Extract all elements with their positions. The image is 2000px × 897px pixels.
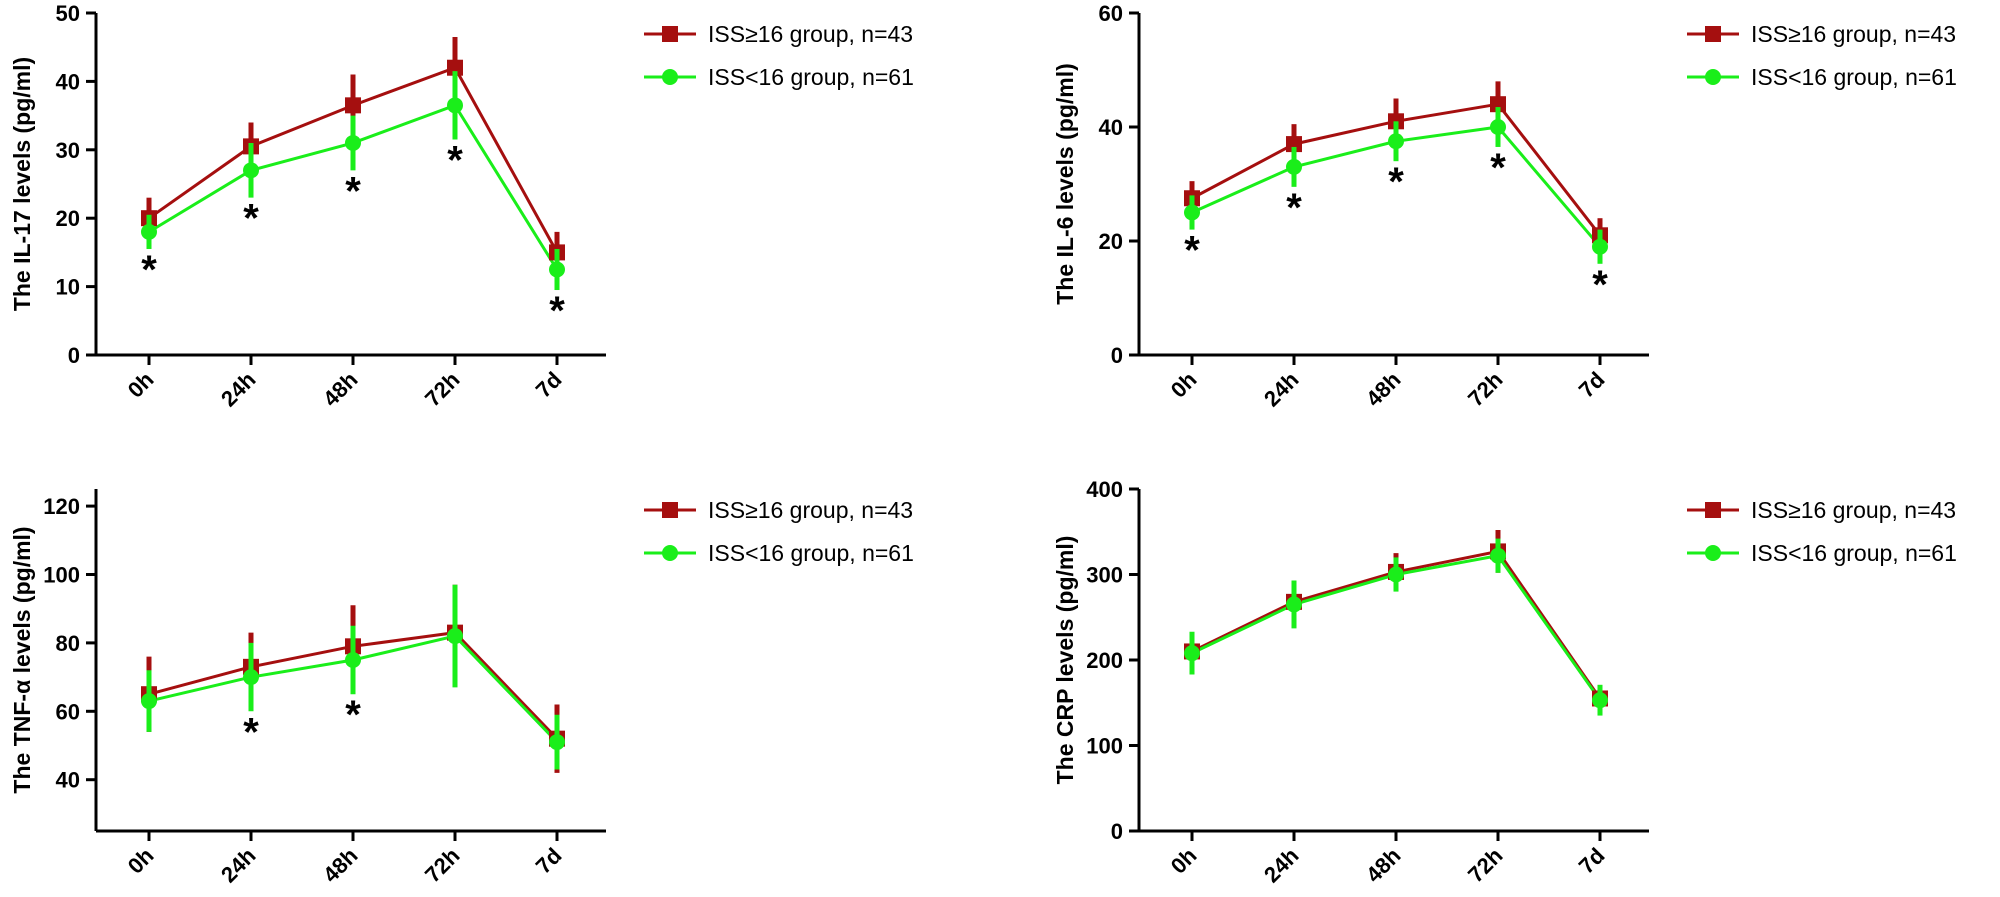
legend-marker (662, 545, 678, 561)
legend-label: ISS≥16 group, n=43 (708, 497, 913, 523)
legend-label: ISS≥16 group, n=43 (1751, 497, 1956, 523)
marker (345, 134, 361, 151)
x-tick-label: 24h (1259, 843, 1303, 887)
marker (1184, 204, 1200, 221)
y-axis-label: The TNF-α levels (pg/ml) (9, 526, 35, 793)
y-tick-label: 60 (1099, 1, 1123, 26)
legend-label: ISS<16 group, n=61 (1751, 64, 1957, 90)
marker (1490, 119, 1506, 135)
marker (1388, 566, 1404, 583)
significance-mark: * (1592, 263, 1608, 307)
legend-marker (1705, 545, 1721, 561)
marker (1490, 96, 1506, 113)
legend-label: ISS≥16 group, n=43 (708, 21, 913, 47)
y-tick-label: 0 (68, 343, 80, 368)
y-tick-label: 0 (1111, 819, 1123, 844)
y-tick-label: 40 (1099, 115, 1123, 140)
marker (1286, 136, 1302, 153)
y-tick-label: 300 (1086, 563, 1123, 588)
significance-mark: * (1388, 160, 1404, 204)
x-tick-label: 72h (1463, 367, 1507, 411)
x-tick-label: 24h (216, 843, 260, 887)
y-tick-label: 0 (1111, 343, 1123, 368)
legend-marker (662, 26, 678, 42)
x-tick-label: 24h (216, 367, 260, 411)
legend-label: ISS<16 group, n=61 (708, 540, 914, 566)
y-axis-label: The IL-17 levels (pg/ml) (9, 57, 35, 311)
y-axis-label: The CRP levels (pg/ml) (1052, 536, 1078, 785)
marker (549, 734, 565, 751)
x-tick-label: 0h (123, 843, 159, 879)
significance-mark: * (1286, 186, 1302, 230)
significance-mark: * (447, 139, 463, 183)
x-tick-label: 48h (318, 367, 362, 411)
y-tick-label: 40 (56, 768, 80, 793)
y-tick-label: 30 (56, 138, 80, 163)
legend-label: ISS≥16 group, n=43 (1751, 21, 1956, 47)
marker (141, 693, 157, 710)
x-tick-label: 48h (318, 843, 362, 887)
x-tick-label: 0h (123, 367, 159, 403)
x-tick-label: 72h (420, 367, 464, 411)
significance-mark: * (243, 710, 259, 754)
y-tick-label: 20 (56, 206, 80, 231)
marker (141, 223, 157, 240)
y-tick-label: 100 (1086, 734, 1123, 759)
y-tick-label: 200 (1086, 648, 1123, 673)
significance-mark: * (549, 289, 565, 333)
x-tick-label: 72h (420, 843, 464, 887)
y-tick-label: 100 (43, 563, 80, 588)
y-tick-label: 400 (1086, 477, 1123, 502)
legend-label: ISS<16 group, n=61 (708, 64, 914, 90)
y-tick-label: 20 (1099, 229, 1123, 254)
x-tick-label: 0h (1166, 843, 1202, 879)
marker (549, 261, 565, 278)
marker (1286, 596, 1302, 613)
marker (345, 652, 361, 668)
significance-mark: * (1490, 146, 1506, 190)
y-tick-label: 60 (56, 699, 80, 724)
marker (243, 669, 259, 686)
x-tick-label: 7d (1574, 367, 1610, 403)
x-tick-label: 7d (1574, 843, 1610, 879)
marker (243, 162, 259, 179)
marker (1490, 547, 1506, 564)
marker (1592, 692, 1608, 709)
significance-mark: * (141, 248, 157, 292)
x-tick-label: 24h (1259, 367, 1303, 411)
legend-marker (662, 502, 678, 518)
x-tick-label: 7d (531, 367, 567, 403)
x-tick-label: 72h (1463, 843, 1507, 887)
marker (345, 97, 361, 114)
marker (1184, 645, 1200, 662)
y-axis-label: The IL-6 levels (pg/ml) (1052, 63, 1078, 305)
legend-marker (662, 69, 678, 85)
marker (1286, 158, 1302, 175)
y-tick-label: 10 (56, 275, 80, 300)
significance-mark: * (345, 693, 361, 737)
marker (1388, 133, 1404, 150)
marker (447, 628, 463, 645)
marker (447, 59, 463, 76)
legend-marker (1705, 69, 1721, 85)
x-tick-label: 48h (1361, 367, 1405, 411)
y-tick-label: 40 (56, 69, 80, 94)
significance-mark: * (345, 169, 361, 213)
legend-marker (1705, 26, 1721, 42)
legend-label: ISS<16 group, n=61 (1751, 540, 1957, 566)
significance-mark: * (243, 197, 259, 241)
y-tick-label: 80 (56, 631, 80, 656)
y-tick-label: 120 (43, 494, 80, 519)
x-tick-label: 48h (1361, 843, 1405, 887)
marker (447, 97, 463, 114)
x-tick-label: 0h (1166, 367, 1202, 403)
significance-mark: * (1184, 229, 1200, 273)
y-tick-label: 50 (56, 1, 80, 26)
marker (1592, 238, 1608, 255)
legend-marker (1705, 502, 1721, 518)
x-tick-label: 7d (531, 843, 567, 879)
